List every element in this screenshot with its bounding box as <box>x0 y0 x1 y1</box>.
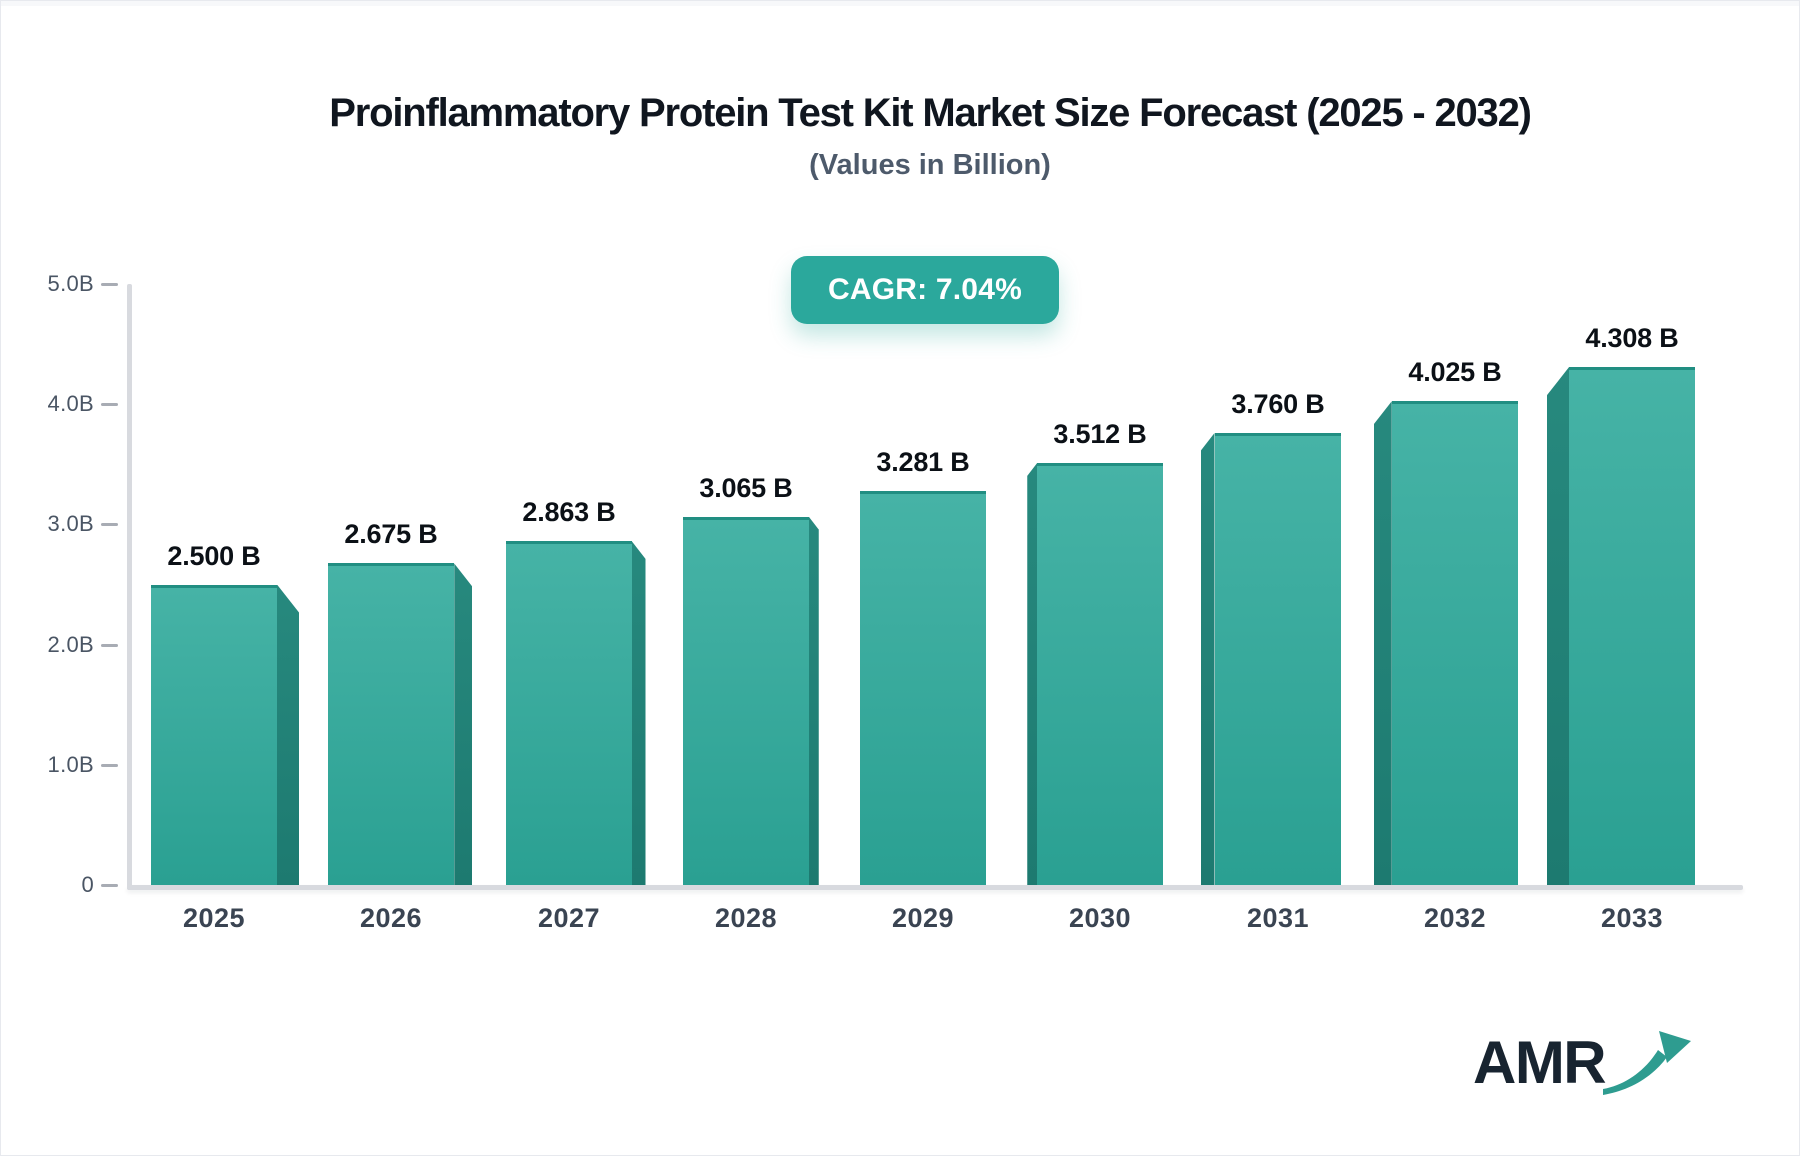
x-tick-label: 2029 <box>891 903 955 933</box>
bar-2033 <box>1569 367 1695 885</box>
bar-2025 <box>151 584 277 885</box>
bar-side-2028 <box>808 516 819 885</box>
bar-value-label: 2.500 B <box>167 540 261 571</box>
y-tick-dash <box>101 884 118 887</box>
bar-value-label: 3.281 B <box>876 446 970 477</box>
amr-logo-text: AMR <box>1473 1029 1607 1096</box>
bar-side-2032 <box>1373 401 1392 885</box>
bar-value-label: 4.025 B <box>1408 357 1502 388</box>
x-tick-label: 2032 <box>1423 903 1487 933</box>
page-top-strip <box>1 1 1799 6</box>
bar-2027 <box>505 540 632 885</box>
bar-2029 <box>860 490 986 885</box>
x-tick-label: 2033 <box>1600 903 1664 933</box>
bar-2032 <box>1391 401 1518 885</box>
y-tick-label: 4.0B <box>47 391 94 417</box>
y-tick-label: 2.0B <box>47 631 94 657</box>
x-tick-label: 2028 <box>714 903 778 933</box>
page-title: Proinflammatory Protein Test Kit Market … <box>329 91 1532 135</box>
bar-side-2030 <box>1027 462 1038 885</box>
y-tick-label: 3.0B <box>47 511 94 537</box>
y-tick-label: 0 <box>81 872 94 897</box>
bar-value-label: 3.065 B <box>699 472 793 503</box>
bar-value-label: 3.512 B <box>1053 418 1147 449</box>
bar-value-label: 4.308 B <box>1585 323 1679 354</box>
cagr-badge: CAGR: 7.04% <box>791 256 1059 324</box>
x-tick-label: 2025 <box>182 903 246 933</box>
bar-side-2033 <box>1547 367 1569 885</box>
y-tick-dash <box>101 403 118 407</box>
y-tick-dash <box>101 643 118 647</box>
bar-2026 <box>328 563 455 885</box>
bar-2031 <box>1214 433 1341 885</box>
page-subtitle: (Values in Billion) <box>809 149 1051 181</box>
bar-value-label: 3.760 B <box>1231 389 1325 420</box>
bar-2030 <box>1037 462 1164 885</box>
bar-side-2025 <box>277 584 299 885</box>
x-axis-line <box>127 885 1743 890</box>
y-tick-dash <box>101 763 118 767</box>
amr-logo: AMR <box>1473 1027 1703 1117</box>
y-axis-line <box>127 284 132 890</box>
bar-value-label: 2.863 B <box>522 496 616 527</box>
x-tick-label: 2027 <box>537 903 601 933</box>
bar-side-2026 <box>454 563 473 885</box>
x-tick-label: 2026 <box>359 903 423 933</box>
x-tick-label: 2031 <box>1246 903 1310 933</box>
trend-arrow-icon <box>1603 1031 1691 1095</box>
bar-side-2027 <box>631 540 646 885</box>
y-tick-dash <box>101 523 118 527</box>
y-tick-label: 1.0B <box>47 751 94 777</box>
bar-2028 <box>682 516 809 885</box>
x-tick-label: 2030 <box>1068 903 1132 933</box>
bar-value-label: 2.675 B <box>344 519 438 550</box>
bar-side-2031 <box>1200 433 1215 885</box>
y-tick-label: 5.0B <box>47 271 94 296</box>
y-tick-dash <box>101 283 118 286</box>
